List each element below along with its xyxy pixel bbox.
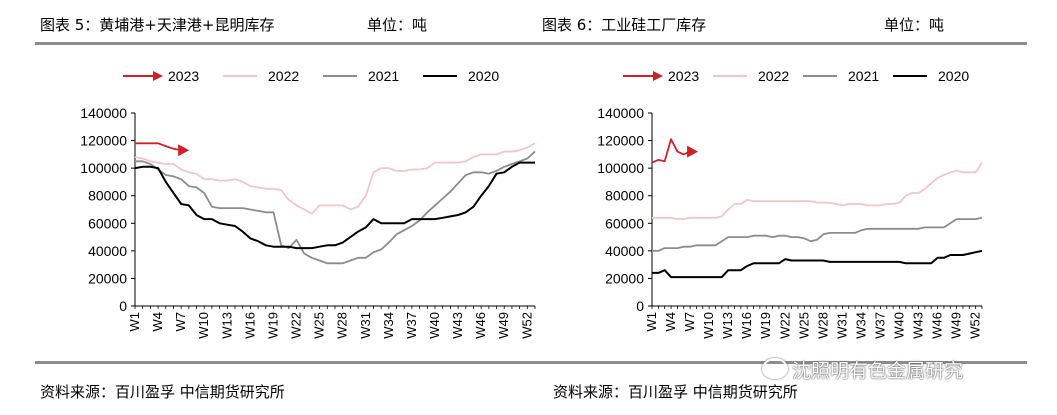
left-inventory-chart: 2023 2022 2021 2020 0 20000 40000 60000 80000 100…: [80, 68, 536, 339]
x-tick-label: W28: [815, 312, 830, 339]
legend-label-2021: 2021: [368, 68, 399, 84]
x-tick-label: W40: [892, 312, 907, 339]
x-tick-label: W34: [853, 312, 868, 339]
y-tick-label: 100000: [80, 160, 127, 176]
y-tick-label: 60000: [88, 215, 127, 231]
y-tick-label: 120000: [597, 133, 644, 149]
x-tick-label: W31: [358, 312, 373, 339]
footer-rule: [35, 361, 1027, 364]
y-tick-label: 40000: [605, 243, 644, 259]
y-tick-label: 120000: [80, 133, 127, 149]
right-chart-unit: 单位：吨: [884, 16, 945, 34]
x-tick-label: W52: [968, 312, 983, 339]
legend-label-2021: 2021: [848, 68, 879, 84]
series-arrow-icon-2023: [687, 145, 699, 158]
legend-arrow-icon: [153, 71, 163, 81]
x-tick-label: W19: [758, 312, 773, 339]
series-line-2020: [652, 249, 983, 279]
legend-arrow-icon: [653, 71, 663, 81]
y-tick-label: 60000: [605, 215, 644, 231]
series-line-2020: [134, 161, 535, 250]
y-tick-label: 0: [636, 298, 644, 314]
series-line-2021: [652, 216, 983, 252]
series-line-2023: [135, 142, 182, 152]
y-tick-label: 100000: [597, 160, 644, 176]
x-tick-label: W46: [930, 312, 945, 339]
x-tick-label: W49: [496, 312, 511, 339]
x-tick-label: W7: [173, 312, 188, 332]
y-tick-label: 0: [119, 298, 127, 314]
y-tick-label: 40000: [88, 243, 127, 259]
wechat-icon: [762, 358, 788, 379]
series-arrow-icon-2023: [178, 144, 190, 157]
y-tick-label: 20000: [88, 270, 127, 286]
series-line-2022: [134, 142, 536, 215]
series-line-2021: [135, 150, 536, 265]
right-inventory-chart: 2023 2022 2021 2020 0 20000 40000 60000 80000 100…: [597, 68, 983, 339]
x-tick-label: W10: [701, 312, 716, 339]
x-tick-label: W7: [682, 312, 697, 332]
y-tick-label: 140000: [80, 105, 127, 121]
x-tick-label: W13: [720, 312, 735, 339]
series-line-2023: [651, 138, 691, 164]
x-tick-label: W37: [872, 312, 887, 339]
header-rule: [35, 42, 1027, 45]
x-tick-label: W25: [312, 312, 327, 339]
series-line-2022: [652, 162, 983, 221]
x-tick-label: W22: [289, 312, 304, 339]
x-tick-label: W19: [265, 312, 280, 339]
x-tick-label: W34: [381, 312, 396, 339]
x-tick-label: W40: [427, 312, 442, 339]
x-tick-label: W37: [404, 312, 419, 339]
left-chart-title: 图表 5：黄埔港+天津港+昆明库存: [40, 16, 275, 34]
x-tick-label: W46: [473, 312, 488, 339]
x-tick-label: W28: [335, 312, 350, 339]
x-tick-label: W1: [127, 312, 142, 332]
watermark-text: 沈照明有色金属研究: [792, 360, 964, 382]
right-source-note: 资料来源：百川盈孚 中信期货研究所: [553, 383, 798, 401]
left-source-note: 资料来源：百川盈孚 中信期货研究所: [40, 383, 285, 401]
x-tick-label: W16: [739, 312, 754, 339]
x-tick-label: W16: [242, 312, 257, 339]
x-tick-label: W1: [644, 312, 659, 332]
x-tick-label: W13: [219, 312, 234, 339]
watermark: 沈照明有色金属研究: [762, 356, 963, 383]
x-tick-label: W10: [196, 312, 211, 339]
x-tick-label: W52: [519, 312, 534, 339]
right-chart-title: 图表 6：工业硅工厂库存: [542, 16, 707, 34]
x-tick-label: W43: [911, 312, 926, 339]
legend-label-2023: 2023: [168, 68, 199, 84]
x-tick-label: W43: [450, 312, 465, 339]
legend-label-2022: 2022: [758, 68, 789, 84]
y-tick-label: 140000: [597, 105, 644, 121]
legend-label-2023: 2023: [668, 68, 699, 84]
y-tick-label: 80000: [605, 188, 644, 204]
x-tick-label: W49: [949, 312, 964, 339]
y-tick-label: 80000: [88, 188, 127, 204]
legend-label-2020: 2020: [938, 68, 969, 84]
x-tick-label: W31: [834, 312, 849, 339]
x-tick-label: W22: [777, 312, 792, 339]
legend-label-2020: 2020: [468, 68, 499, 84]
legend-label-2022: 2022: [268, 68, 299, 84]
x-tick-label: W4: [663, 312, 678, 332]
left-chart-unit: 单位：吨: [367, 16, 428, 34]
y-tick-label: 20000: [605, 270, 644, 286]
x-tick-label: W25: [796, 312, 811, 339]
x-tick-label: W4: [150, 312, 165, 332]
